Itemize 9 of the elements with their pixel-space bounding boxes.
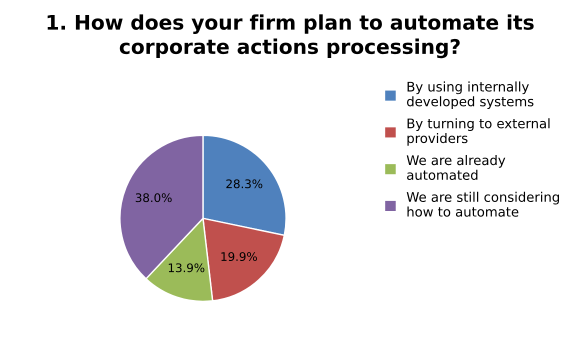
data-label: 13.9% bbox=[168, 263, 204, 272]
data-label: 19.9% bbox=[221, 252, 257, 262]
legend-label: By turning to external providers bbox=[407, 118, 550, 146]
legend-label: We are still considering how to automate bbox=[406, 192, 559, 217]
legend-label: By using internally developed systems bbox=[407, 81, 534, 109]
legend-label: We are already automated bbox=[406, 154, 506, 180]
data-label: 38.0% bbox=[136, 193, 172, 202]
data-label: 28.3% bbox=[226, 179, 262, 188]
chart-title: 1. How does your firm plan to automate its corporate actions processing? bbox=[48, 14, 534, 58]
